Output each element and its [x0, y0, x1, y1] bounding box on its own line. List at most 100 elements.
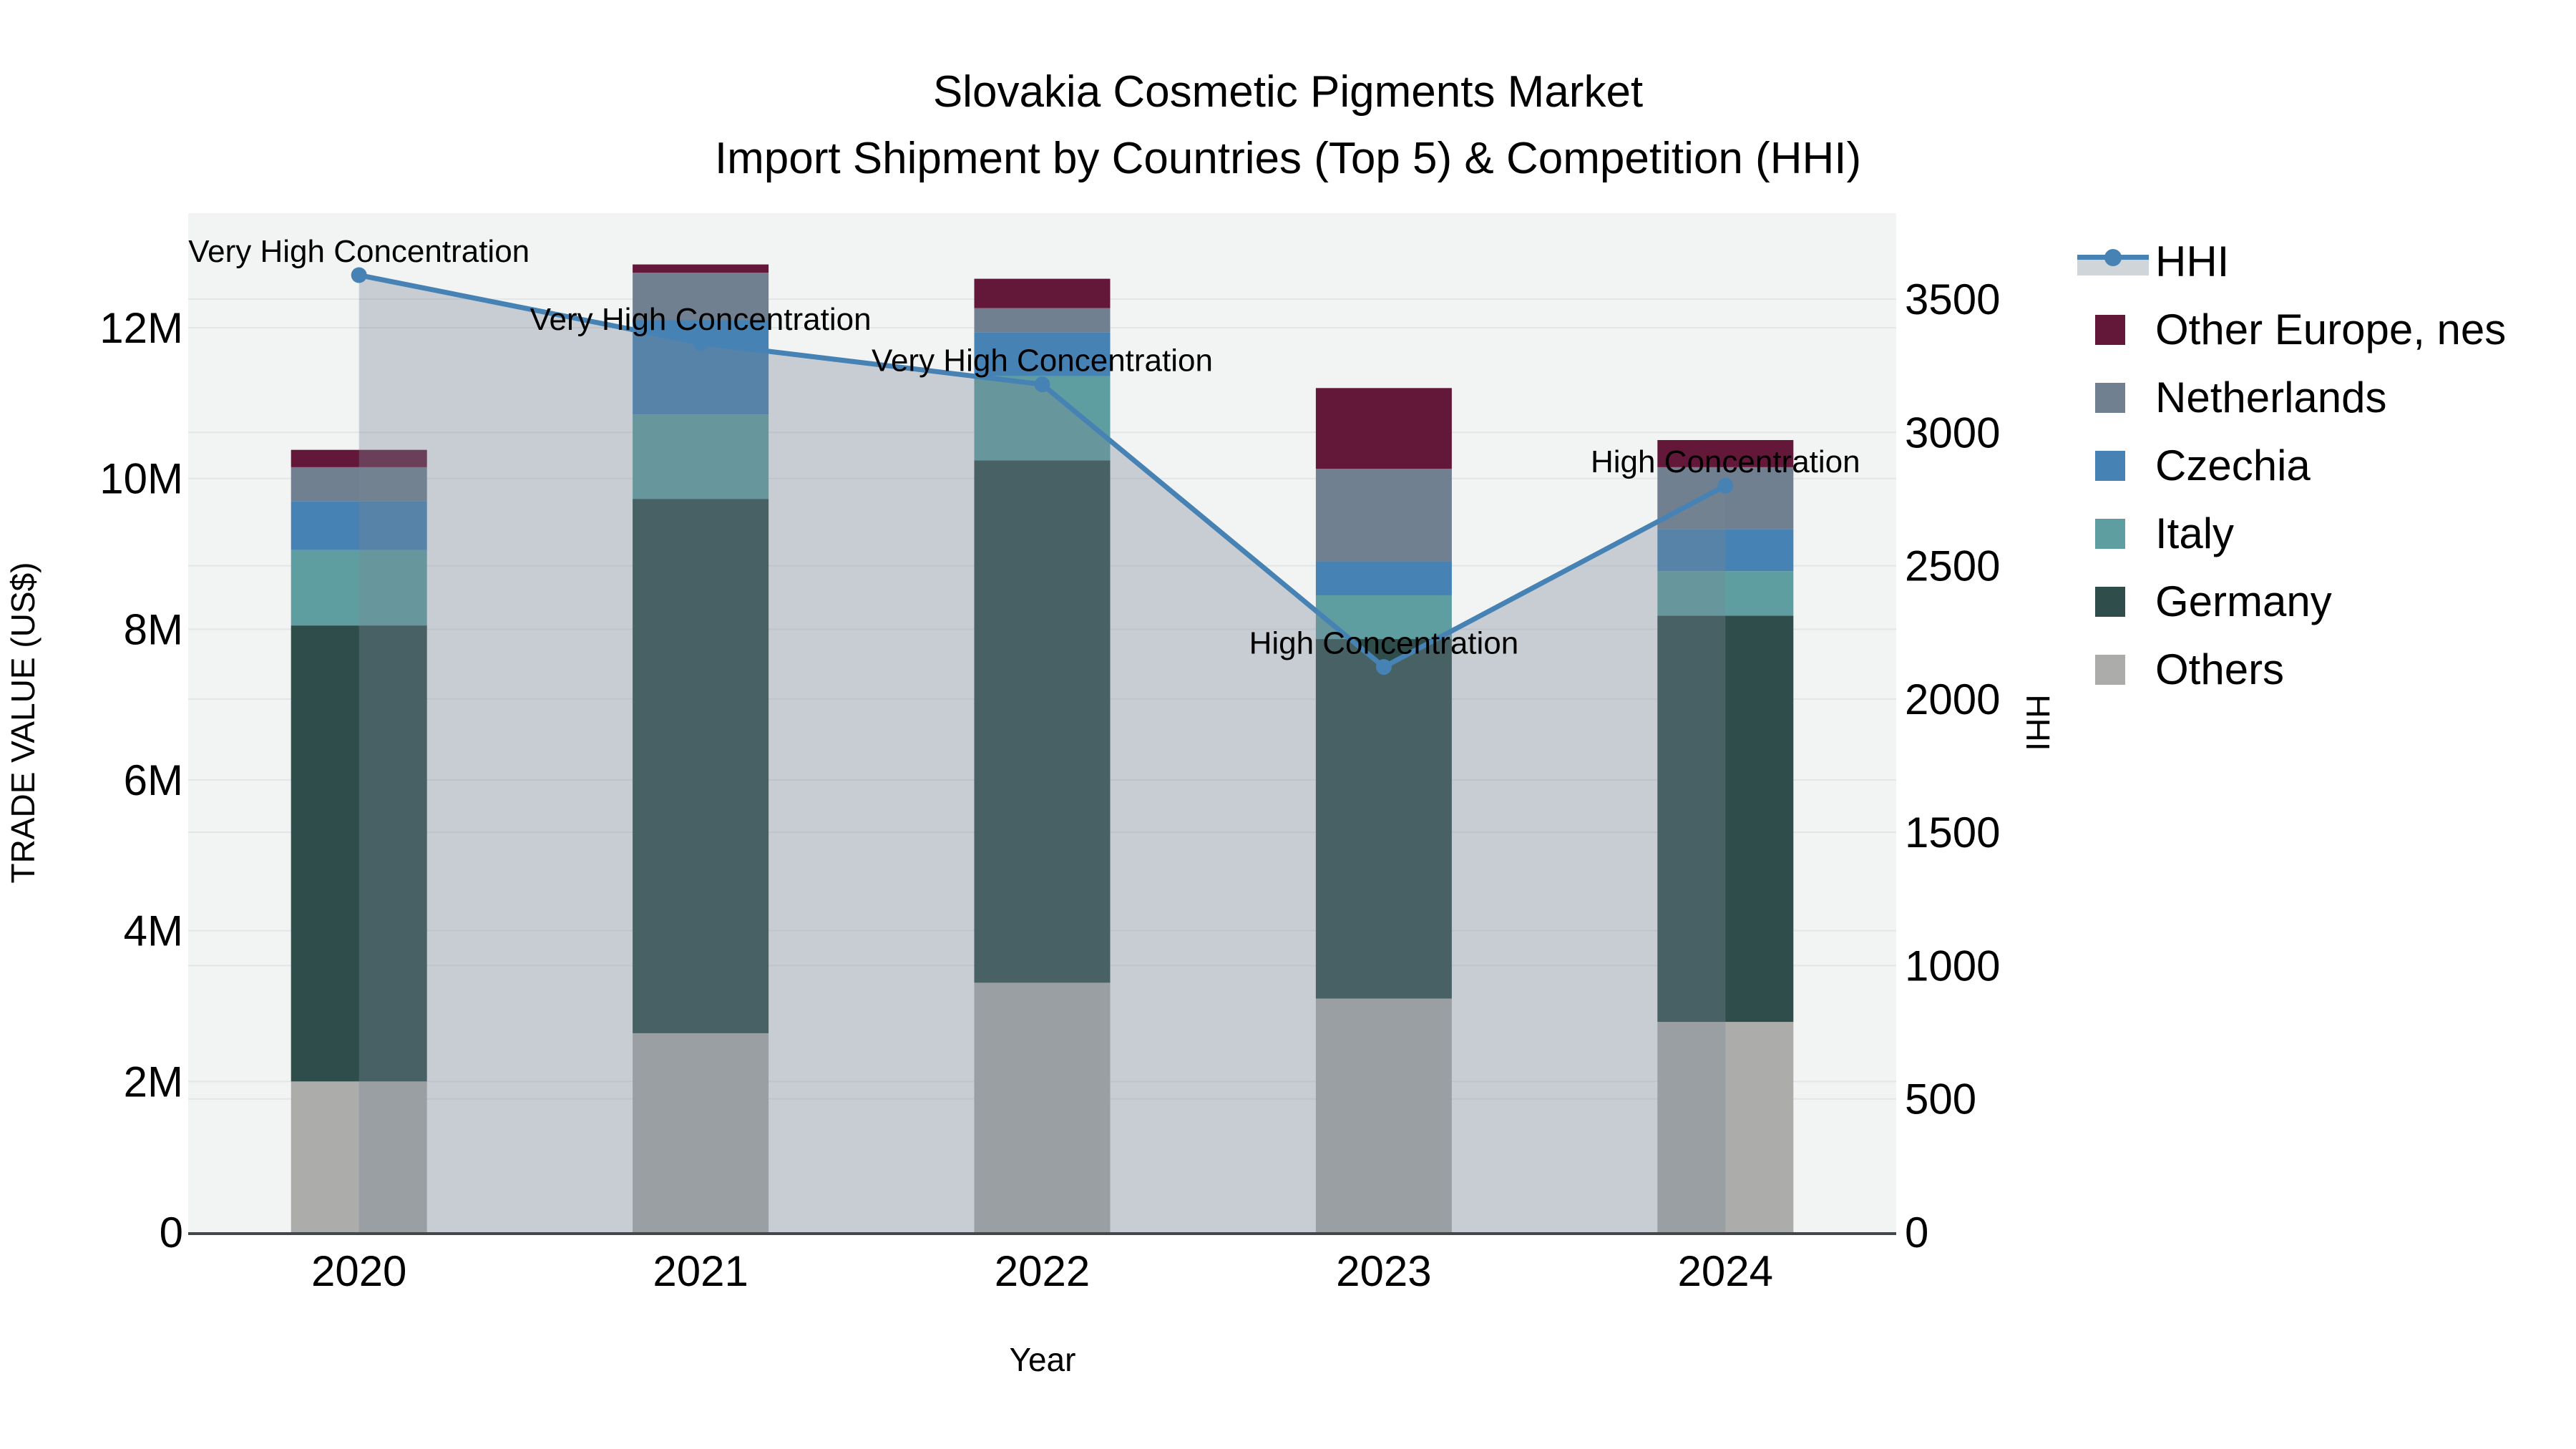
y-left-tick-2M: 2M — [124, 1058, 183, 1106]
germany-swatch-icon — [2077, 585, 2149, 619]
bar-2022-others — [974, 982, 1111, 1232]
legend-item-other-europe-nes[interactable]: Other Europe, nes — [2077, 296, 2506, 364]
chart-title: Slovakia Cosmetic Pigments Market Import… — [0, 59, 2576, 192]
germany-color-swatch — [2095, 586, 2125, 617]
y-right-tick-0: 0 — [1905, 1209, 1928, 1257]
y-left-tick-4M: 4M — [124, 907, 183, 955]
bar-2024-other-europe-nes — [1657, 439, 1794, 467]
hhi-markers — [351, 267, 1734, 675]
hhi-marker-2023 — [1375, 659, 1392, 675]
bar-2020-czechia — [291, 501, 427, 550]
legend-item-others[interactable]: Others — [2077, 635, 2506, 703]
y-left-tick-10M: 10M — [99, 455, 183, 503]
hhi-marker-2024 — [1717, 477, 1734, 494]
y-left-tick-0: 0 — [160, 1209, 183, 1257]
others-color-swatch — [2095, 654, 2125, 685]
x-axis-line — [188, 1232, 1896, 1235]
hhi-marker-2021 — [693, 335, 709, 351]
bar-2023-netherlands — [1315, 469, 1452, 562]
bar-2023-czechia — [1315, 561, 1452, 595]
y-left-tick-8M: 8M — [124, 605, 183, 653]
bar-2022-netherlands — [974, 308, 1111, 333]
legend-label: Czechia — [2155, 441, 2311, 489]
chart-title-line2: Import Shipment by Countries (Top 5) & C… — [714, 134, 1862, 183]
annotation-2020: Very High Concentration — [188, 234, 530, 269]
y-right-tick-2000: 2000 — [1905, 675, 2000, 723]
netherlands-color-swatch — [2095, 382, 2125, 413]
czechia-color-swatch — [2095, 450, 2125, 481]
hhi-area-fill — [358, 275, 1726, 1232]
annotation-2021: Very High Concentration — [530, 302, 872, 337]
bar-2022-czechia — [974, 332, 1111, 376]
legend-item-czechia[interactable]: Czechia — [2077, 431, 2506, 499]
y-right-tick-1000: 1000 — [1905, 942, 2000, 990]
x-axis-title: Year — [1009, 1341, 1076, 1378]
bar-2020-italy — [291, 550, 427, 626]
bar-2021-italy — [633, 414, 769, 499]
bar-2024-others — [1657, 1022, 1794, 1232]
bar-2021-germany — [633, 499, 769, 1033]
hhi-legend-icon — [2077, 245, 2149, 279]
hhi-marker-icon — [2104, 248, 2122, 266]
bar-2024-germany — [1657, 615, 1794, 1023]
bar-2024-italy — [1657, 571, 1794, 616]
legend-item-hhi[interactable]: HHI — [2077, 228, 2506, 296]
bars — [291, 264, 1794, 1232]
bar-2020-netherlands — [291, 467, 427, 502]
others-swatch-icon — [2077, 653, 2149, 687]
annotation-2024: High Concentration — [1591, 444, 1860, 479]
legend-label: Other Europe, nes — [2155, 306, 2507, 353]
italy-swatch-icon — [2077, 517, 2149, 551]
netherlands-swatch-icon — [2077, 381, 2149, 415]
y-right-tick-2500: 2500 — [1905, 542, 2000, 590]
bar-2022-germany — [974, 460, 1111, 983]
bar-2020-germany — [291, 625, 427, 1082]
legend-label: Netherlands — [2155, 374, 2387, 421]
hhi-marker-2020 — [351, 267, 367, 283]
bar-2023-others — [1315, 998, 1452, 1232]
annotation-2023: High Concentration — [1249, 626, 1519, 661]
annotation-2022: Very High Concentration — [872, 343, 1213, 379]
legend-label: Italy — [2155, 509, 2235, 557]
y-axis-title-right: HHI — [2019, 694, 2057, 751]
bar-2020-others — [291, 1081, 427, 1232]
y-axis-title-left: TRADE VALUE (US$) — [4, 562, 42, 884]
y-left-tick-6M: 6M — [124, 756, 183, 804]
x-tick-2022: 2022 — [995, 1247, 1090, 1295]
y-right-tick-3000: 3000 — [1905, 409, 2000, 457]
hhi-marker-2022 — [1034, 376, 1050, 393]
x-tick-2021: 2021 — [653, 1247, 748, 1295]
x-tick-2023: 2023 — [1336, 1247, 1431, 1295]
bar-2021-netherlands — [633, 273, 769, 321]
bar-2022-other-europe-nes — [974, 278, 1111, 308]
legend-item-netherlands[interactable]: Netherlands — [2077, 364, 2506, 431]
x-tick-2020: 2020 — [311, 1247, 406, 1295]
tick-labels: 2020 2021 2022 2023 2024 0 2M 4M 6M 8M 10M 12M 0 500 1… — [99, 275, 2000, 1295]
bar-2021-others — [633, 1033, 769, 1232]
legend-item-germany[interactable]: Germany — [2077, 567, 2506, 635]
legend-item-italy[interactable]: Italy — [2077, 499, 2506, 567]
other-europe-nes-color-swatch — [2095, 314, 2125, 345]
bar-2024-czechia — [1657, 529, 1794, 572]
hhi-area-band-icon — [2077, 259, 2149, 275]
bar-2020-other-europe-nes — [291, 449, 427, 467]
bar-2024-netherlands — [1657, 467, 1794, 530]
bar-2023-other-europe-nes — [1315, 388, 1452, 469]
y-right-tick-500: 500 — [1905, 1075, 1976, 1123]
y-right-tick-1500: 1500 — [1905, 809, 2000, 857]
x-tick-2024: 2024 — [1678, 1247, 1773, 1295]
legend: HHI Other Europe, nes Netherlands Czechia It… — [2077, 228, 2506, 703]
italy-color-swatch — [2095, 518, 2125, 549]
y-left-tick-12M: 12M — [99, 304, 183, 352]
y-right-tick-3500: 3500 — [1905, 275, 2000, 323]
other-europe-nes-swatch-icon — [2077, 313, 2149, 347]
legend-label: Germany — [2155, 577, 2332, 625]
czechia-swatch-icon — [2077, 449, 2149, 483]
legend-label: HHI — [2155, 238, 2230, 286]
legend-label: Others — [2155, 645, 2285, 693]
bar-2021-other-europe-nes — [633, 264, 769, 273]
bar-2023-germany — [1315, 639, 1452, 999]
